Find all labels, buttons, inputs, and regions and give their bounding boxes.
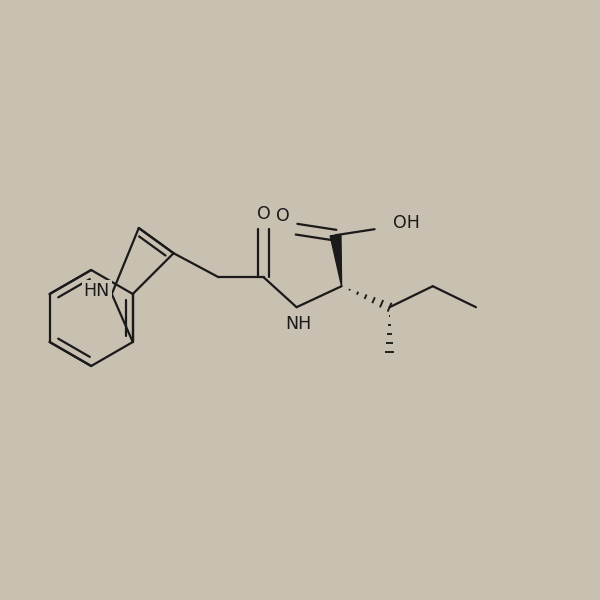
Text: NH: NH (285, 315, 311, 333)
Text: OH: OH (392, 214, 419, 232)
Text: O: O (277, 207, 290, 225)
Text: O: O (257, 205, 271, 223)
Polygon shape (330, 235, 341, 286)
Text: HN: HN (83, 282, 110, 300)
